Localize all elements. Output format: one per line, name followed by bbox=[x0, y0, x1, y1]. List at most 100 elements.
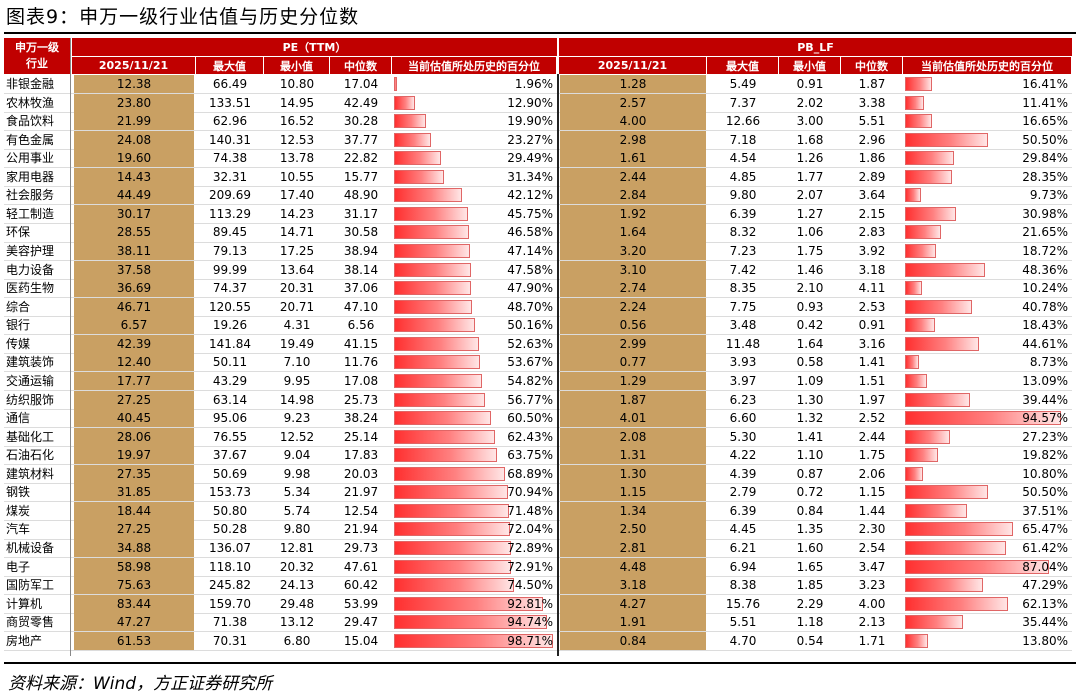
pb-percentile-label: 50.50% bbox=[1022, 132, 1068, 147]
table-row: 基础化工 28.06 76.55 12.52 25.14 62.43% 2.08 5.30 1.… bbox=[4, 427, 1072, 447]
table-row: 计算机 83.44 159.70 29.48 53.99 92.81% 4.27 15.76 2… bbox=[4, 594, 1072, 614]
pb-median-value: 4.11 bbox=[858, 281, 886, 296]
pe-percentile-label: 62.43% bbox=[507, 429, 553, 444]
pb-percentile-bar bbox=[905, 448, 938, 463]
pb-percentile-label: 10.80% bbox=[1022, 466, 1068, 481]
pb-current-value: 0.56 bbox=[560, 316, 706, 335]
pb-median-value: 1.51 bbox=[858, 373, 886, 388]
pe-median-value: 48.90 bbox=[343, 188, 379, 203]
table-row: 食品饮料 21.99 62.96 16.52 30.28 19.90% 4.00 12.66 3… bbox=[4, 112, 1072, 131]
table-row: 建筑装饰 12.40 50.11 7.10 11.76 53.67% 0.77 3.93 0.5… bbox=[4, 353, 1072, 372]
pb-median-value: 3.47 bbox=[858, 559, 886, 574]
pb-percentile-bar bbox=[905, 262, 985, 277]
pb-percentile-label: 10.24% bbox=[1022, 281, 1068, 296]
pe-max-value: 120.55 bbox=[209, 299, 251, 314]
pb-percentile-label: 39.44% bbox=[1022, 392, 1068, 407]
pe-percentile-bar bbox=[394, 281, 472, 296]
pe-current-value: 38.11 bbox=[74, 242, 194, 261]
pe-max-value: 99.99 bbox=[212, 262, 248, 277]
pb-max-value: 7.75 bbox=[729, 299, 757, 314]
industry-name: 美容护理 bbox=[6, 244, 55, 259]
pb-current-value: 1.29 bbox=[560, 371, 706, 391]
table-row: 交通运输 17.77 43.29 9.95 17.08 54.82% 1.29 3.97 1.0… bbox=[4, 371, 1072, 391]
pb-min-value: 0.87 bbox=[796, 466, 824, 481]
pe-max-value: 118.10 bbox=[209, 559, 251, 574]
pb-median-value: 2.89 bbox=[858, 169, 886, 184]
table-row: 医药生物 36.69 74.37 20.31 37.06 47.90% 2.74 8.35 2.… bbox=[4, 279, 1072, 298]
pe-min-value: 16.52 bbox=[279, 114, 315, 129]
pb-percentile-label: 94.57% bbox=[1022, 411, 1068, 426]
pe-min-value: 9.98 bbox=[283, 466, 311, 481]
pb-median-value: 2.13 bbox=[858, 615, 886, 630]
pb-min-value: 1.46 bbox=[796, 262, 824, 277]
industry-name: 环保 bbox=[6, 225, 31, 240]
industry-name: 交通运输 bbox=[6, 373, 55, 388]
industry-name: 建筑装饰 bbox=[6, 355, 55, 370]
table-row: 国防军工 75.63 245.82 24.13 60.42 74.50% 3.18 8.38 1… bbox=[4, 576, 1072, 595]
pe-min-value: 20.71 bbox=[279, 299, 315, 314]
pe-percentile-bar bbox=[394, 633, 553, 648]
table-row: 传媒 42.39 141.84 19.49 41.15 52.63% 2.99 11.48 1.… bbox=[4, 334, 1072, 354]
pb-current-value: 2.50 bbox=[560, 520, 706, 539]
pb-max-value: 8.38 bbox=[729, 578, 757, 593]
pe-median-value: 30.58 bbox=[343, 225, 379, 240]
pb-max-value: 4.54 bbox=[729, 151, 757, 166]
pe-percentile-label: 50.16% bbox=[507, 318, 553, 333]
pb-min-value: 1.65 bbox=[796, 559, 824, 574]
pb-current-value: 1.31 bbox=[560, 446, 706, 465]
pe-median-value: 29.73 bbox=[343, 541, 379, 555]
pe-current-value: 31.85 bbox=[74, 483, 194, 502]
pb-current-value: 3.18 bbox=[560, 576, 706, 595]
pb-percentile-label: 27.23% bbox=[1022, 429, 1068, 444]
pe-max-value: 19.26 bbox=[212, 318, 248, 333]
pe-percentile-bar bbox=[394, 466, 505, 481]
pb-current-value: 0.84 bbox=[560, 631, 706, 651]
pb-percentile-bar bbox=[905, 318, 936, 333]
pe-percentile-bar bbox=[394, 448, 497, 463]
pe-min-value: 17.40 bbox=[279, 188, 315, 203]
pb-median-value: 3.18 bbox=[858, 262, 886, 277]
pb-current-value: 2.44 bbox=[560, 167, 706, 187]
pb-percentile-label: 40.78% bbox=[1022, 299, 1068, 314]
pe-max-value: 113.29 bbox=[209, 206, 251, 221]
pe-max-value: 153.73 bbox=[209, 485, 251, 500]
pb-percentile-label: 87.04% bbox=[1022, 559, 1068, 574]
table-row: 机械设备 34.88 136.07 12.81 29.73 72.89% 2.81 6.21 1… bbox=[4, 539, 1072, 558]
figure-title: 图表9：申万一级行业估值与历史分位数 bbox=[6, 6, 360, 28]
pb-col-header-0: 2025/11/21 bbox=[559, 57, 706, 74]
pb-current-value: 4.48 bbox=[560, 557, 706, 577]
pe-col-header-3: 中位数 bbox=[330, 57, 391, 74]
pb-current-value: 2.57 bbox=[560, 93, 706, 113]
pe-min-value: 20.31 bbox=[279, 281, 315, 296]
pe-percentile-label: 19.90% bbox=[507, 114, 553, 129]
pb-current-value: 4.00 bbox=[560, 112, 706, 131]
pe-median-value: 60.42 bbox=[343, 578, 379, 593]
industry-name: 医药生物 bbox=[6, 281, 55, 296]
pb-max-value: 6.39 bbox=[729, 503, 757, 518]
pb-percentile-label: 62.13% bbox=[1022, 596, 1068, 611]
pe-percentile-bar bbox=[394, 559, 512, 574]
pe-percentile-bar bbox=[394, 225, 469, 240]
pb-median-value: 2.44 bbox=[858, 429, 886, 444]
pb-median-value: 1.87 bbox=[858, 77, 886, 91]
pb-percentile-bar bbox=[905, 114, 933, 129]
pe-percentile-label: 63.75% bbox=[507, 448, 553, 463]
pb-min-value: 1.35 bbox=[796, 522, 824, 537]
pe-percentile-bar bbox=[394, 392, 486, 407]
pe-min-value: 12.52 bbox=[279, 429, 315, 444]
pe-min-value: 13.12 bbox=[279, 615, 315, 630]
pe-min-value: 20.32 bbox=[279, 559, 315, 574]
table-row: 煤炭 18.44 50.80 5.74 12.54 71.48% 1.34 6.39 0.84 1… bbox=[4, 501, 1072, 521]
pb-current-value: 3.10 bbox=[560, 260, 706, 280]
pb-min-value: 1.85 bbox=[796, 578, 824, 593]
pe-min-value: 9.23 bbox=[283, 411, 311, 426]
table-row: 环保 28.55 89.45 14.71 30.58 46.58% 1.64 8.32 1.06… bbox=[4, 223, 1072, 243]
industry-header-line2: 行业 bbox=[26, 57, 48, 70]
pb-min-value: 1.10 bbox=[796, 448, 824, 463]
title-rule bbox=[4, 32, 1076, 34]
pe-percentile-label: 56.77% bbox=[507, 392, 553, 407]
table-row: 石油石化 19.97 37.67 9.04 17.83 63.75% 1.31 4.22 1.1… bbox=[4, 446, 1072, 465]
pe-current-value: 36.69 bbox=[74, 279, 194, 298]
pe-current-value: 28.55 bbox=[74, 223, 194, 243]
pb-current-value: 2.08 bbox=[560, 427, 706, 447]
